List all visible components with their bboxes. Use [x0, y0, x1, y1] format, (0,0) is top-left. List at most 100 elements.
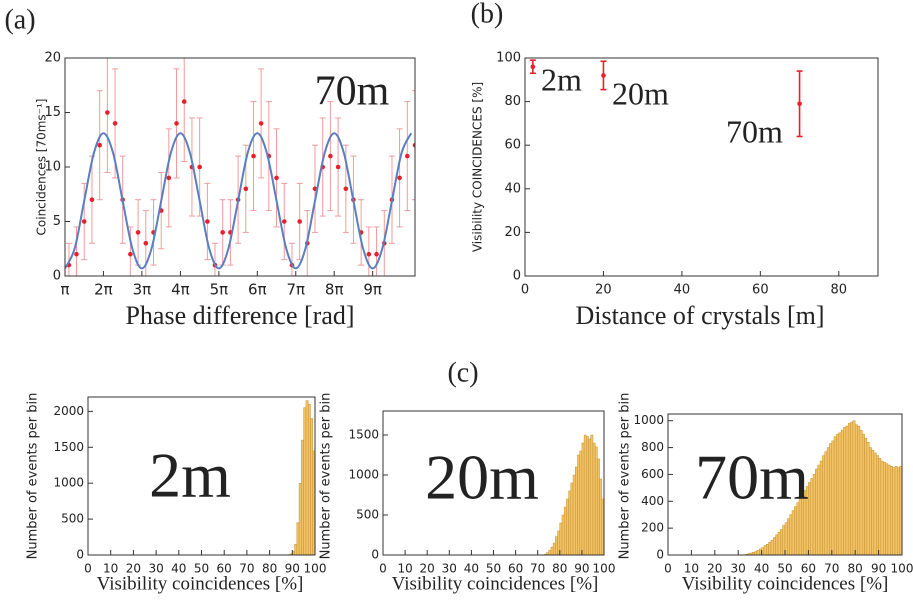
bar: [780, 529, 783, 555]
x-tick-label: 80: [848, 562, 863, 576]
bar: [763, 545, 767, 555]
bar: [833, 436, 837, 555]
x-tick-label: 90: [574, 562, 589, 576]
x-tick-label: 20: [595, 283, 612, 298]
bar: [840, 429, 844, 555]
x-tick-label: 40: [754, 562, 769, 576]
annotation: 70m: [695, 442, 809, 513]
bar: [581, 442, 585, 555]
point: [404, 153, 410, 159]
x-tick-label: 100: [593, 562, 616, 576]
bar: [777, 531, 781, 555]
panel-label: (a): [4, 4, 35, 35]
point: [243, 186, 249, 192]
x-tick-label: 2π: [94, 281, 113, 299]
bar: [588, 438, 591, 555]
bar: [592, 442, 596, 555]
x-tick-label: 90: [285, 562, 300, 576]
y-tick-label: 20: [504, 225, 521, 240]
x-tick-label: 10: [103, 562, 118, 576]
bar: [838, 432, 842, 555]
y-axis-label: Coincidences [70ms⁻¹]: [35, 99, 49, 236]
point: [128, 251, 133, 257]
point: [181, 99, 187, 104]
bar: [897, 467, 900, 555]
point: [412, 142, 415, 148]
bar: [866, 441, 870, 555]
bar: [301, 439, 304, 555]
x-axis-label: Visibility coincidences [%]: [682, 573, 889, 594]
point: [135, 230, 141, 235]
bar: [298, 482, 302, 555]
x-tick-label: 30: [731, 562, 746, 576]
bar: [294, 543, 298, 555]
bar: [568, 490, 572, 555]
y-tick-label: 0: [76, 548, 84, 562]
point: [166, 175, 172, 181]
bar: [579, 450, 583, 555]
bar: [843, 427, 847, 555]
x-tick-label: 50: [194, 562, 209, 576]
bar: [597, 458, 600, 555]
x-axis-label: Visibility coincidences [%]: [97, 573, 304, 594]
bar: [566, 498, 569, 555]
point: [601, 73, 606, 78]
bar: [812, 474, 816, 555]
bar: [824, 451, 828, 555]
bar: [894, 466, 898, 555]
bar: [880, 460, 884, 555]
plot-area: [744, 420, 902, 555]
x-tick-label: 80: [262, 562, 277, 576]
x-tick-label: 3π: [133, 281, 152, 299]
bar: [831, 440, 835, 555]
annotation: 2m: [541, 61, 582, 97]
bar: [829, 443, 833, 555]
panel: 0 500 1000 1500 2000 0 10 20 30 40 50 60 70 80 90 100Vi…: [26, 393, 327, 595]
x-tick-label: 20: [707, 562, 722, 576]
frame: [524, 57, 879, 277]
y-tick-label: 0: [53, 269, 61, 284]
bar: [847, 423, 851, 555]
point: [335, 164, 341, 170]
x-tick-label: 20: [420, 562, 435, 576]
bar: [754, 551, 758, 555]
x-tick-label: 40: [464, 562, 479, 576]
point: [81, 219, 87, 224]
annotation: 70m: [315, 69, 390, 115]
point: [197, 164, 202, 170]
y-tick-label: 500: [61, 512, 84, 526]
bar: [892, 467, 896, 555]
point: [258, 121, 264, 126]
point: [174, 121, 179, 126]
x-tick-label: 7π: [286, 281, 305, 299]
point: [205, 219, 210, 224]
bar: [563, 506, 567, 555]
x-tick-label: 8π: [325, 281, 344, 299]
x-tick-label: 50: [486, 562, 501, 576]
bar: [594, 446, 598, 555]
x-tick-label: 80: [831, 283, 848, 298]
bar: [550, 546, 554, 555]
y-tick-label: 800: [641, 440, 664, 454]
bar: [775, 534, 779, 555]
bar: [552, 542, 556, 555]
x-tick-label: 60: [752, 283, 769, 298]
x-tick-label: 0: [664, 562, 672, 576]
y-tick-label: 500: [356, 508, 379, 522]
bar: [819, 460, 823, 555]
x-tick-label: 30: [148, 562, 163, 576]
bar: [303, 407, 307, 555]
bar: [887, 464, 891, 555]
bar: [310, 418, 313, 555]
bar: [857, 425, 861, 555]
bar: [817, 464, 821, 555]
y-tick-label: 1000: [53, 476, 84, 490]
bar: [861, 433, 865, 555]
x-tick-label: 4π: [171, 281, 190, 299]
bar: [555, 536, 558, 555]
point: [281, 219, 287, 224]
y-tick-label: 600: [641, 467, 664, 481]
bar: [876, 455, 879, 555]
point: [530, 64, 536, 70]
y-tick-label: 80: [504, 94, 521, 109]
